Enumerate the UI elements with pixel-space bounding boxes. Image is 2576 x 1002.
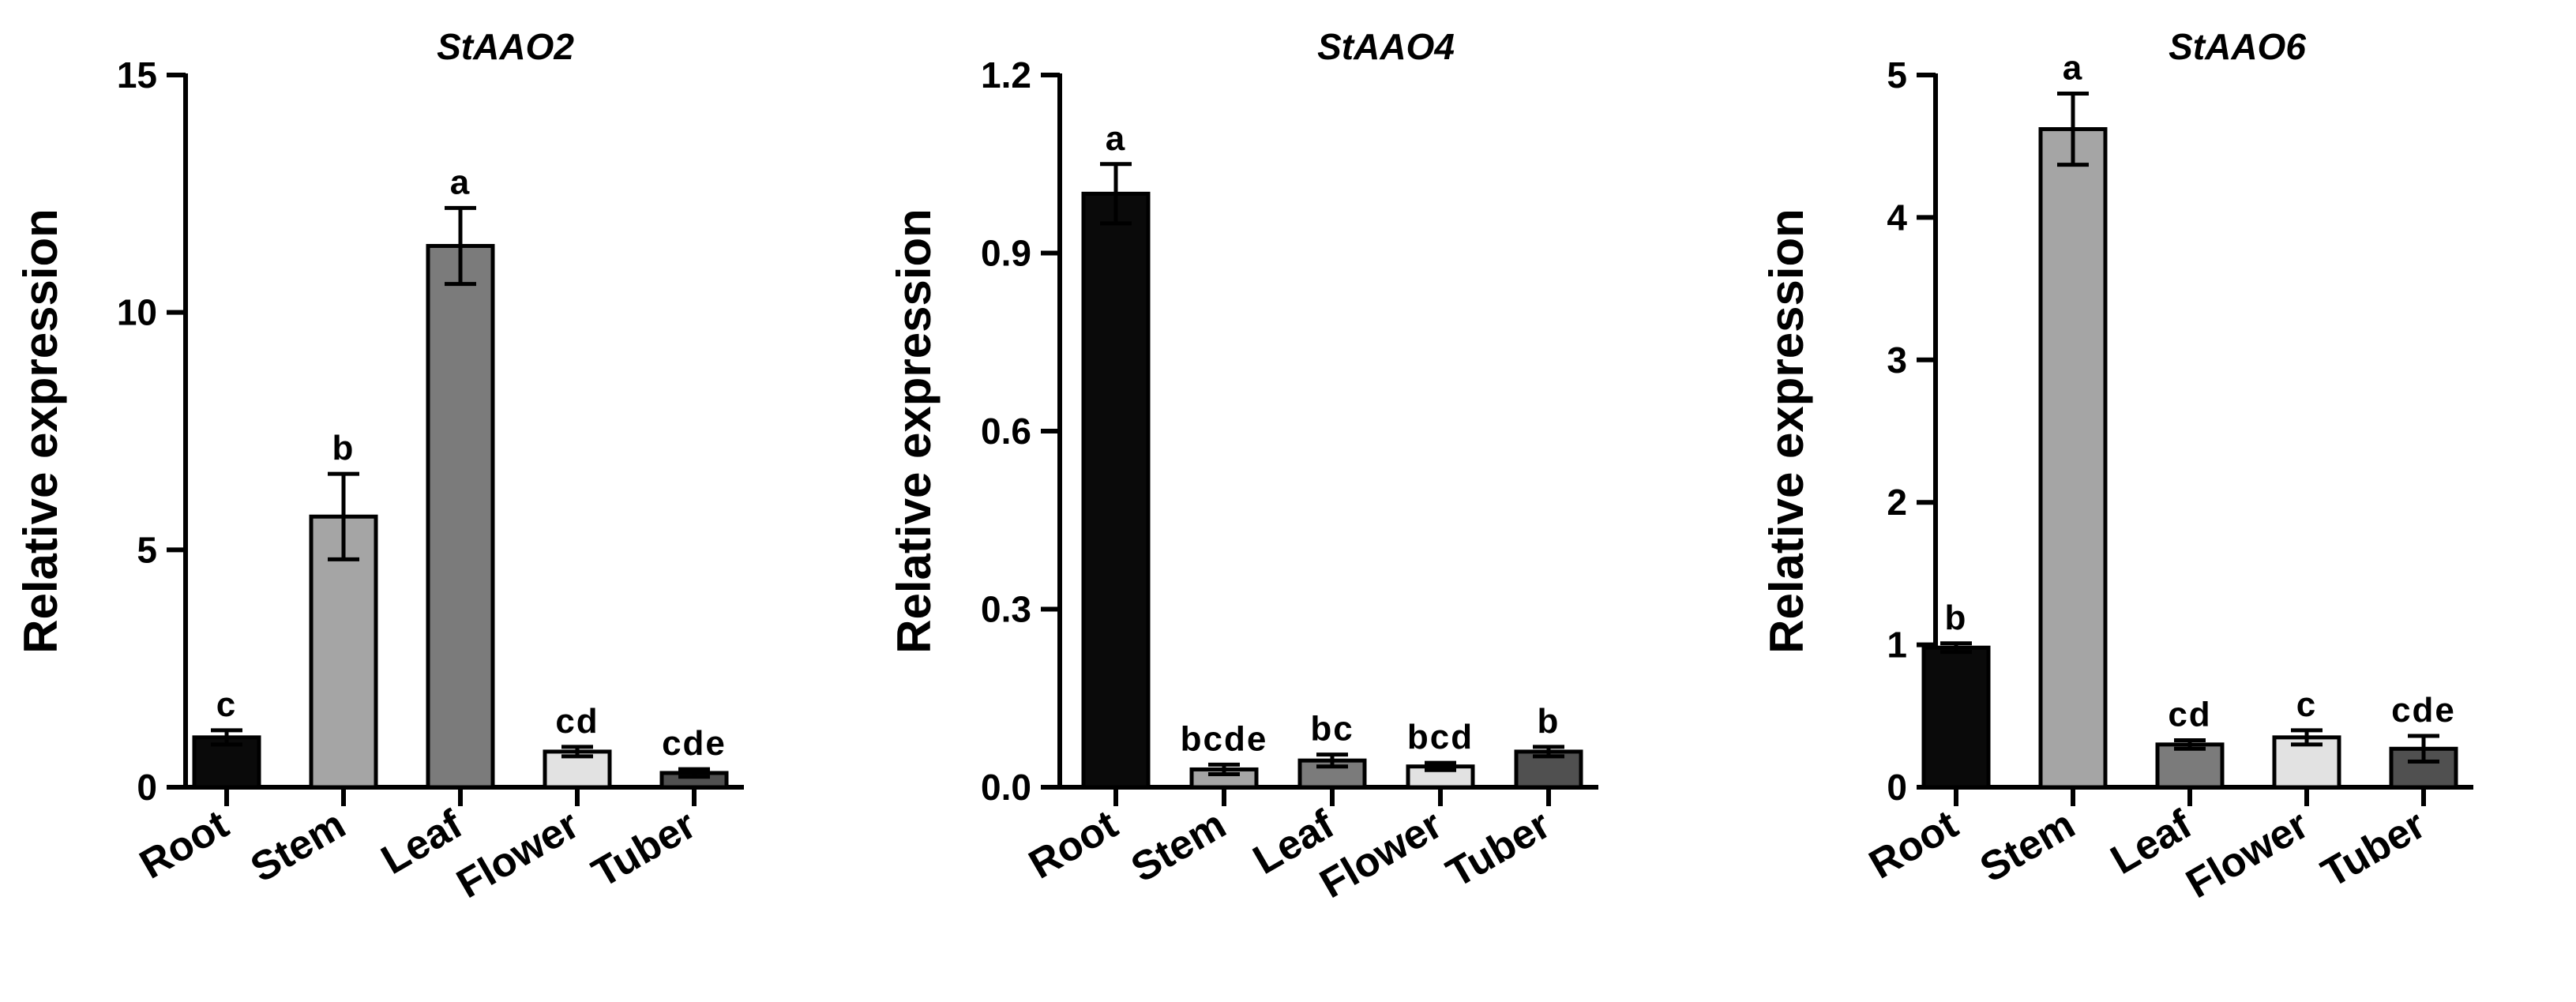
chart-panel-StAAO2: StAAO2 Relative expression 0 5 10 15 c Root b Ste… [14,26,744,907]
significance-label: a [450,163,471,201]
y-tick-label: 5 [1887,54,1907,96]
y-tick-label: 10 [117,292,157,333]
significance-label: bc [1310,710,1354,749]
x-tick-label-root: Root [132,801,236,888]
y-axis-label: Relative expression [14,208,67,654]
x-tick-label-root: Root [1861,801,1966,888]
significance-label: cde [2391,691,2456,730]
y-tick-label: 5 [137,529,157,570]
chart-title: StAAO6 [2169,26,2306,67]
significance-label: c [2296,685,2317,724]
significance-label: a [2063,48,2083,87]
y-tick-label: 4 [1887,197,1907,238]
significance-label: b [1945,599,1968,637]
significance-label: b [1538,702,1560,741]
y-axis-label: Relative expression [1760,208,1813,654]
x-tick-label-stem: Stem [1124,801,1234,891]
x-tick-label-flower: Flower [1312,801,1450,907]
chart-title: StAAO4 [1317,26,1455,67]
y-tick-label: 0.0 [981,767,1031,808]
bar-leaf [426,243,495,790]
y-tick-label: 1.2 [981,54,1031,96]
y-tick-label: 2 [1887,482,1907,523]
y-tick-label: 1 [1887,625,1907,666]
bar-root [1921,645,1991,790]
bar-stem [2038,127,2108,790]
significance-label: bcd [1407,718,1474,756]
x-tick-label-tuber: Tuber [1439,801,1558,897]
significance-label: cd [2168,695,2211,734]
y-axis-label: Relative expression [888,208,941,654]
significance-label: bcde [1181,719,1268,758]
y-tick-label: 0.3 [981,589,1031,630]
significance-label: cd [555,702,599,741]
y-tick-label: 0 [1887,767,1907,808]
x-tick-label-stem: Stem [1973,801,2082,891]
y-tick-label: 0.6 [981,411,1031,452]
x-tick-label-tuber: Tuber [2314,801,2433,897]
y-tick-label: 0 [137,767,157,808]
significance-label: cde [662,724,727,763]
bar-root [1081,191,1151,790]
y-tick-label: 0.9 [981,233,1031,274]
chart-panel-StAAO6: StAAO6 Relative expression 0 1 2 3 4 5 b Root a Ste… [1760,26,2473,907]
significance-label: a [1106,119,1126,158]
y-tick-label: 15 [117,54,157,96]
x-tick-label-flower: Flower [2179,801,2316,907]
x-tick-label-tuber: Tuber [584,801,704,897]
x-tick-label-root: Root [1021,801,1125,888]
x-tick-label-stem: Stem [243,801,353,891]
bar-leaf [2155,742,2225,790]
chart-panel-StAAO4: StAAO4 Relative expression 0.0 0.3 0.6 0.9 1.2… [888,26,1598,907]
significance-label: b [332,429,355,467]
significance-label: c [216,685,237,724]
chart-title: StAAO2 [437,26,574,67]
y-tick-label: 3 [1887,340,1907,381]
x-tick-label-flower: Flower [449,801,587,907]
